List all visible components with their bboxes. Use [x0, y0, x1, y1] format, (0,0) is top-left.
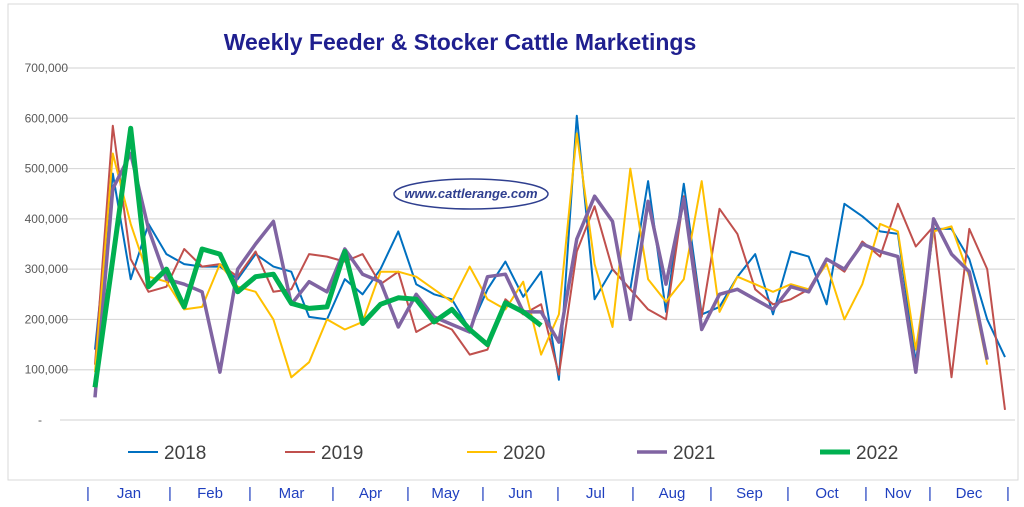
legend-label: 2020	[503, 443, 545, 464]
month-separator: |	[331, 485, 335, 502]
y-tick-label: -	[38, 413, 42, 427]
month-separator: |	[786, 485, 790, 502]
x-tick-label: Feb	[197, 485, 223, 502]
x-tick-label: May	[431, 485, 460, 502]
x-tick-label: Apr	[359, 485, 382, 502]
legend-item-2021: 2021	[637, 443, 715, 464]
chart-border	[7, 3, 1019, 481]
legend-label: 2019	[321, 443, 363, 464]
month-separator: |	[86, 485, 90, 502]
x-tick-label: Jul	[586, 485, 605, 502]
legend-item-2022: 2022	[820, 443, 898, 464]
x-tick-label: Jan	[117, 485, 141, 502]
y-tick-label: 100,000	[25, 363, 69, 377]
legend-item-2019: 2019	[285, 443, 363, 464]
x-tick-label: Dec	[956, 485, 983, 502]
month-separator: |	[631, 485, 635, 502]
series-line-2022	[92, 125, 543, 388]
legend-item-2018: 2018	[128, 443, 206, 464]
month-separator: |	[928, 485, 932, 502]
watermark: www.cattlerange.com	[393, 178, 549, 210]
y-tick-label: 500,000	[25, 162, 69, 176]
chart-title: Weekly Feeder & Stocker Cattle Marketing…	[224, 29, 697, 55]
legend-label: 2018	[164, 443, 206, 464]
legend-item-2020: 2020	[467, 443, 545, 464]
y-tick-label: 600,000	[25, 111, 69, 125]
month-separator: |	[481, 485, 485, 502]
month-separator: |	[1006, 485, 1010, 502]
x-tick-label: Nov	[885, 485, 912, 502]
y-tick-label: 300,000	[25, 262, 69, 276]
x-tick-label: Jun	[508, 485, 532, 502]
watermark-text: www.cattlerange.com	[404, 186, 538, 201]
series-line-2021	[93, 151, 989, 398]
month-separator: |	[556, 485, 560, 502]
month-separator: |	[168, 485, 172, 502]
y-tick-label: 700,000	[25, 61, 69, 75]
x-tick-label: Mar	[279, 485, 305, 502]
legend-label: 2022	[856, 443, 898, 464]
month-separator: |	[709, 485, 713, 502]
month-separator: |	[864, 485, 868, 502]
y-tick-label: 200,000	[25, 312, 69, 326]
month-separator: |	[248, 485, 252, 502]
x-tick-label: Sep	[736, 485, 763, 502]
x-tick-label: Aug	[659, 485, 686, 502]
month-separator: |	[406, 485, 410, 502]
y-tick-label: 400,000	[25, 212, 69, 226]
legend-label: 2021	[673, 443, 715, 464]
x-tick-label: Oct	[815, 485, 839, 502]
watermark-ellipse	[393, 178, 549, 210]
